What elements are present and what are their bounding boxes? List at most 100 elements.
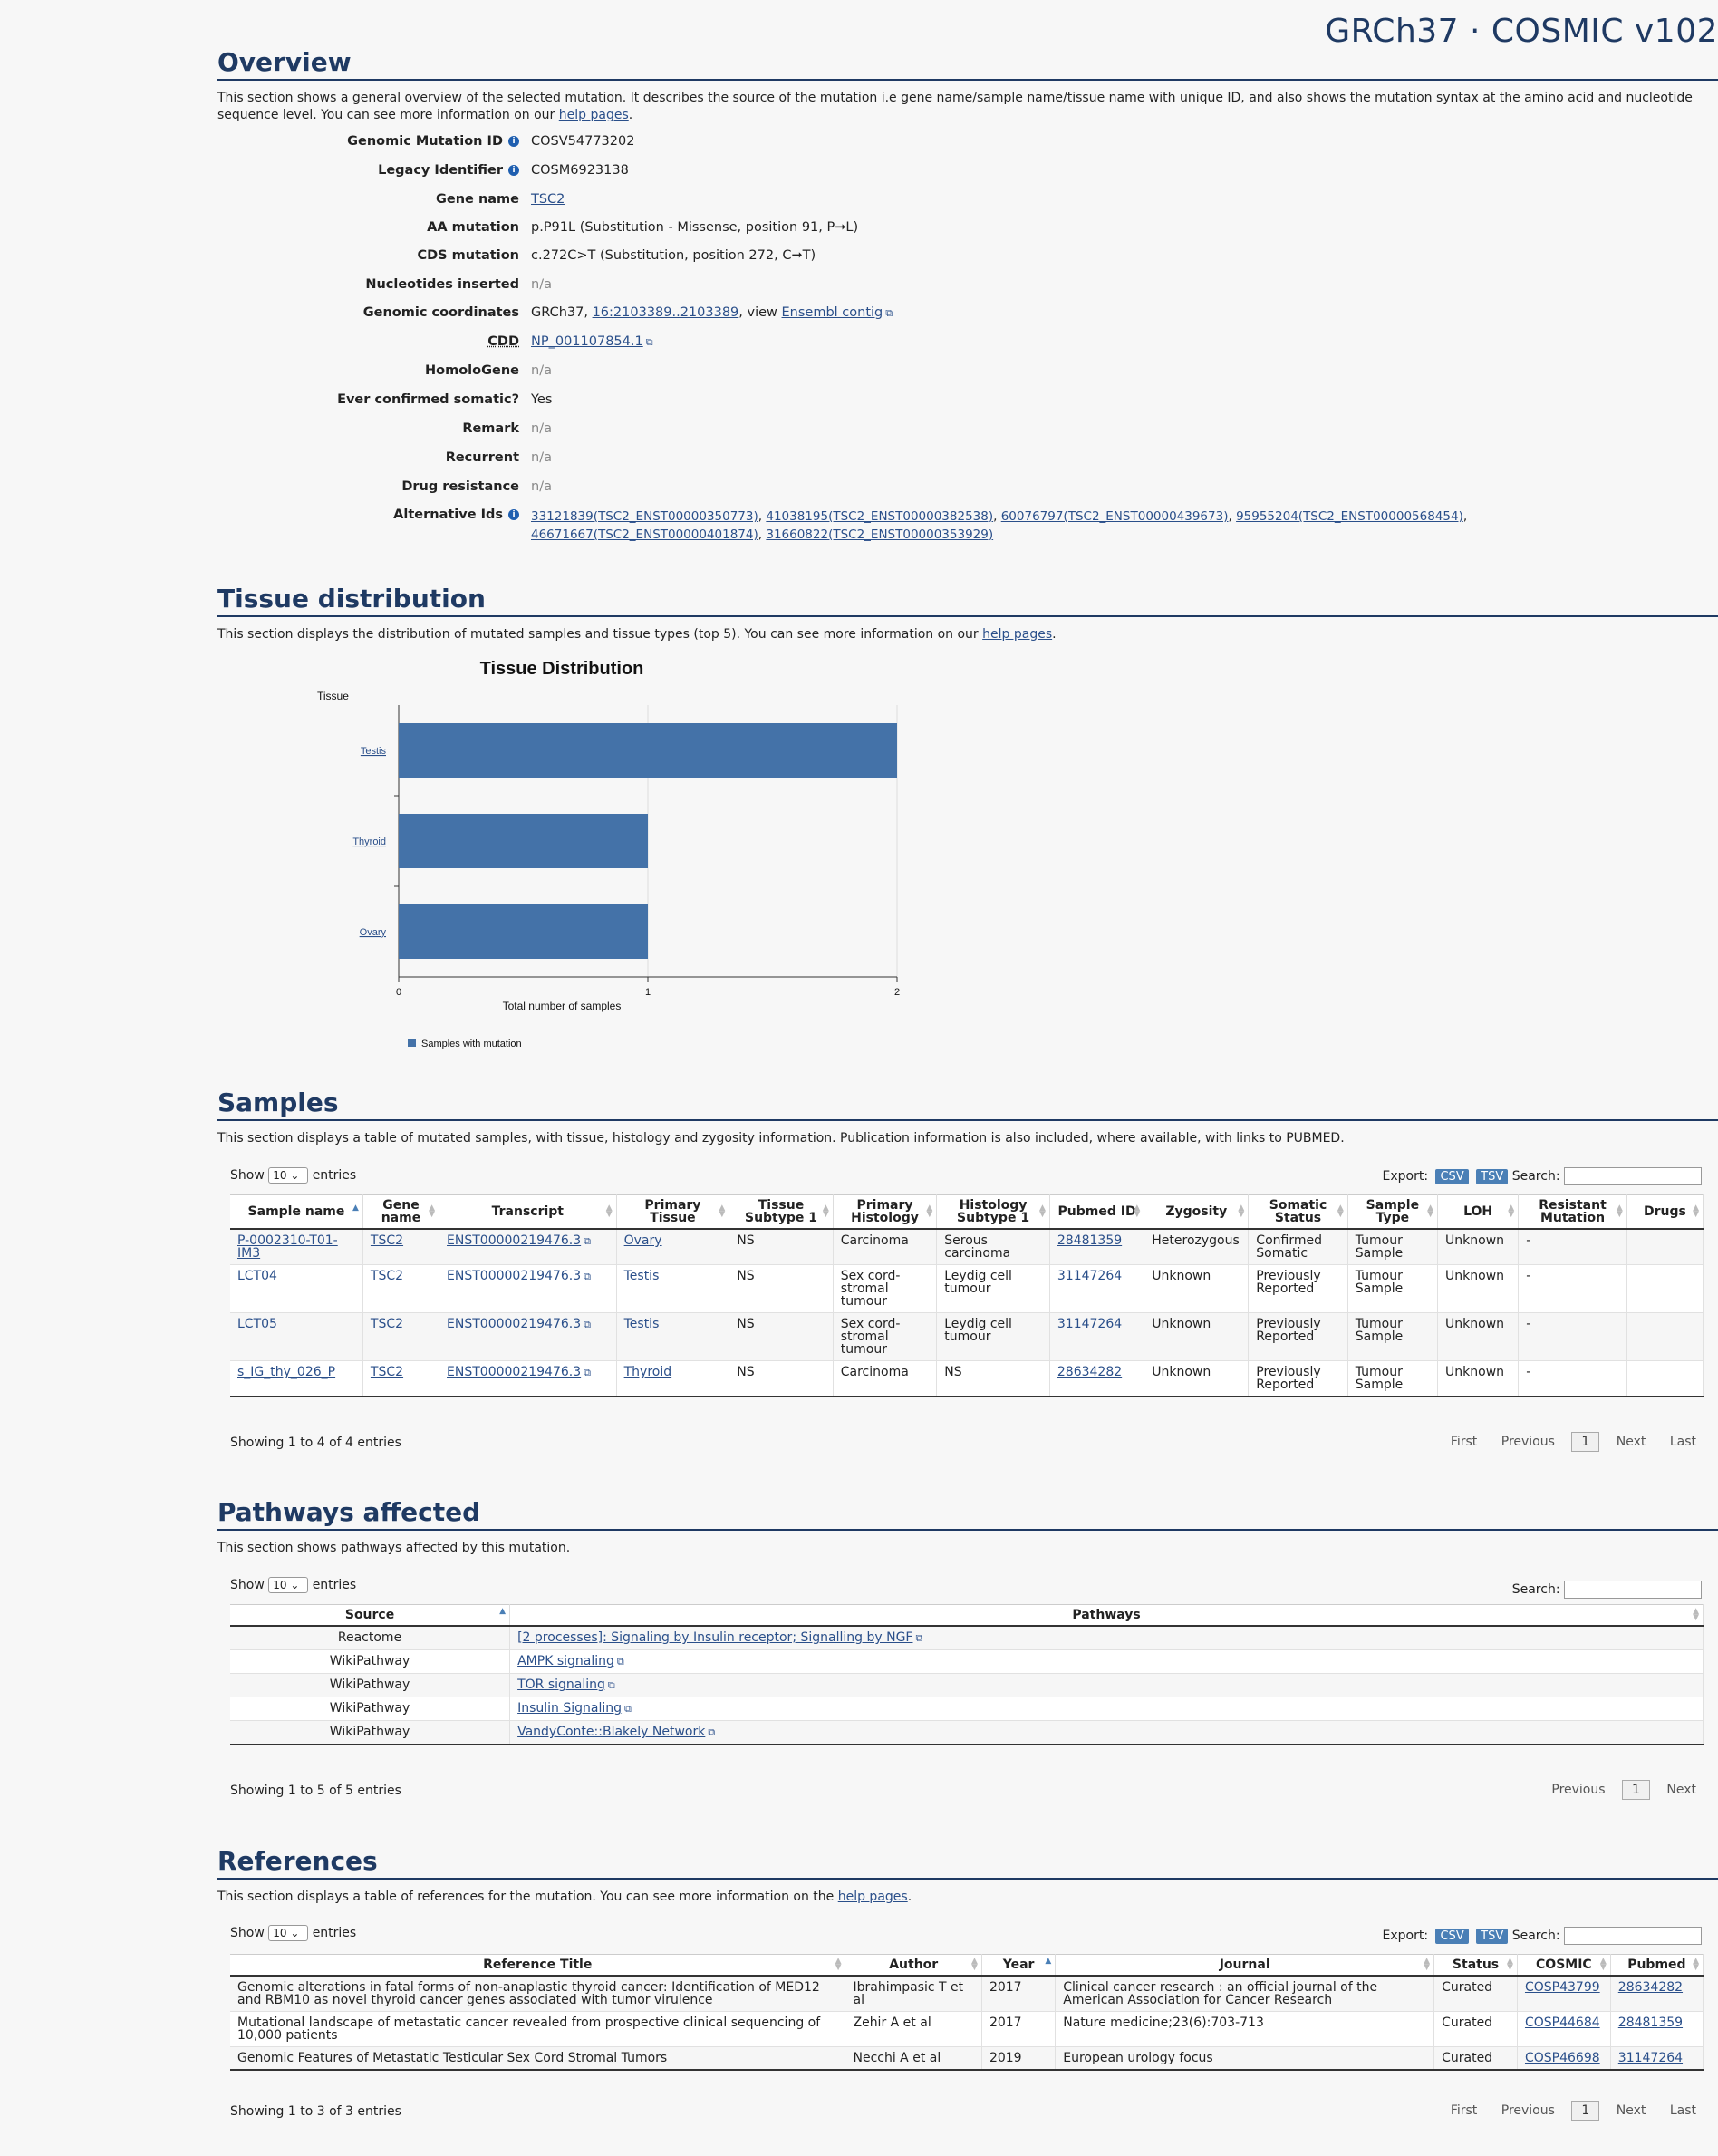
samples-entries-select[interactable]: 10 ⌄ [268,1167,309,1184]
references-entries-select[interactable]: 10 ⌄ [268,1925,309,1941]
column-header[interactable]: Journal ▲ ▼ [1055,1954,1435,1977]
column-header[interactable]: LOH ▲ ▼ [1437,1194,1520,1230]
table-cell: 28634282 [1049,1360,1145,1397]
cell-link[interactable]: 28481359 [1057,1233,1123,1248]
samples-tsv-button[interactable]: TSV [1476,1168,1509,1184]
info-icon[interactable]: i [508,509,519,520]
column-header[interactable]: Zygosity ▲ ▼ [1144,1194,1250,1230]
column-header[interactable]: Reference Title ▲ ▼ [230,1954,846,1977]
cell-link[interactable]: AMPK signaling [517,1654,614,1668]
cell-link[interactable]: Thyroid [623,1365,672,1379]
category-link-ovary[interactable]: Ovary [360,927,387,938]
category-link-testis[interactable]: Testis [361,746,387,757]
column-header[interactable]: Year ▲ [981,1954,1057,1977]
column-header[interactable]: Sample Type ▲ ▼ [1347,1194,1439,1230]
column-header[interactable]: Somatic Status ▲ ▼ [1248,1194,1348,1230]
cell-link[interactable]: COSP46698 [1524,2051,1600,2065]
alternative-id-link[interactable]: 31660822(TSC2_ENST00000353929) [766,527,994,542]
cell-link[interactable]: ENST00000219476.3 [447,1269,582,1283]
cell-link[interactable]: ENST00000219476.3 [447,1317,582,1331]
pathways-search-input[interactable] [1564,1581,1702,1599]
column-header[interactable]: Tissue Subtype 1 ▲ ▼ [729,1194,834,1230]
next-page-button[interactable]: Next [1666,1783,1696,1797]
cell-link[interactable]: P-0002310-T01-IM3 [237,1233,338,1261]
last-page-button[interactable]: Last [1669,1435,1696,1449]
cell-link[interactable]: LCT05 [237,1317,277,1331]
cell-link[interactable]: 28634282 [1057,1365,1123,1379]
first-page-button[interactable]: First [1450,2103,1478,2118]
info-icon[interactable]: i [508,136,519,147]
cell-link[interactable]: [2 processes]: Signaling by Insulin rece… [517,1630,913,1645]
column-header[interactable]: Pubmed ID ▲ ▼ [1049,1194,1145,1230]
tissue-help-link[interactable]: help pages [982,627,1053,642]
next-page-button[interactable]: Next [1616,2103,1646,2118]
alternative-id-link[interactable]: 41038195(TSC2_ENST00000382538) [766,509,994,524]
previous-page-button[interactable]: Previous [1501,1435,1555,1449]
column-header[interactable]: Pathways ▲ ▼ [509,1604,1704,1627]
cell-link[interactable]: Insulin Signaling [517,1701,623,1716]
last-page-button[interactable]: Last [1669,2103,1696,2118]
column-header[interactable]: Resistant Mutation ▲ ▼ [1518,1194,1627,1230]
recurrent-value: n/a [531,450,552,465]
alternative-id-link[interactable]: 95955204(TSC2_ENST00000568454) [1236,509,1463,524]
cell-link[interactable]: Ovary [623,1233,662,1248]
alternative-id-link[interactable]: 46671667(TSC2_ENST00000401874) [531,527,758,542]
cell-link[interactable]: ENST00000219476.3 [447,1233,582,1248]
table-cell: European urology focus [1055,2046,1435,2071]
cell-link[interactable]: s_IG_thy_026_P [237,1365,336,1379]
column-header[interactable]: Histology Subtype 1 ▲ ▼ [936,1194,1050,1230]
cell-link[interactable]: LCT04 [237,1269,277,1283]
pathways-entries-select[interactable]: 10 ⌄ [268,1577,309,1593]
references-csv-button[interactable]: CSV [1435,1928,1469,1944]
current-page-button[interactable]: 1 [1571,1432,1600,1452]
cell-link[interactable]: 31147264 [1617,2051,1684,2065]
cell-link[interactable]: ENST00000219476.3 [447,1365,582,1379]
info-icon[interactable]: i [508,165,519,176]
cell-link[interactable]: COSP44684 [1524,2016,1600,2030]
cell-link[interactable]: Testis [623,1269,660,1283]
previous-page-button[interactable]: Previous [1551,1783,1606,1797]
next-page-button[interactable]: Next [1616,1435,1646,1449]
current-page-button[interactable]: 1 [1622,1780,1650,1800]
genomic-coordinates-link[interactable]: 16:2103389..2103389 [592,305,739,320]
references-tsv-button[interactable]: TSV [1476,1928,1509,1944]
alternative-id-link[interactable]: 60076797(TSC2_ENST00000439673) [1000,509,1229,524]
gene-name-link[interactable]: TSC2 [531,192,565,207]
cell-link[interactable]: TSC2 [370,1233,404,1248]
references-search-input[interactable] [1564,1927,1702,1945]
cdd-link[interactable]: NP_001107854.1 [531,334,643,349]
cell-link[interactable]: TOR signaling [517,1677,605,1692]
samples-csv-button[interactable]: CSV [1435,1168,1469,1184]
cell-link[interactable]: TSC2 [370,1365,404,1379]
cell-link[interactable]: VandyConte::Blakely Network [517,1725,706,1739]
cell-link[interactable]: 28481359 [1617,2016,1684,2030]
cell-link[interactable]: TSC2 [370,1317,404,1331]
references-help-link[interactable]: help pages [837,1890,908,1904]
column-header[interactable]: Sample name ▲ [230,1194,363,1230]
column-header[interactable]: Primary Histology ▲ ▼ [833,1194,938,1230]
bar-testis [399,723,897,778]
column-header[interactable]: Source ▲ [230,1604,511,1627]
column-header[interactable]: Status ▲ ▼ [1433,1954,1518,1977]
overview-help-link[interactable]: help pages [558,108,629,122]
ensembl-contig-link[interactable]: Ensembl contig [781,305,883,320]
column-header[interactable]: Pubmed ▲ ▼ [1610,1954,1704,1977]
first-page-button[interactable]: First [1450,1435,1478,1449]
column-header[interactable]: Transcript ▲ ▼ [439,1194,617,1230]
column-header[interactable]: Primary Tissue ▲ ▼ [616,1194,730,1230]
column-header[interactable]: Drugs ▲ ▼ [1626,1194,1704,1230]
cell-link[interactable]: TSC2 [370,1269,404,1283]
cell-link[interactable]: 31147264 [1057,1269,1123,1283]
cell-link[interactable]: Testis [623,1317,660,1331]
cell-link[interactable]: 31147264 [1057,1317,1123,1331]
category-link-thyroid[interactable]: Thyroid [352,836,386,847]
previous-page-button[interactable]: Previous [1501,2103,1555,2118]
cell-link[interactable]: COSP43799 [1524,1980,1600,1995]
samples-search-input[interactable] [1564,1167,1702,1185]
alternative-id-link[interactable]: 33121839(TSC2_ENST00000350773) [531,509,758,524]
current-page-button[interactable]: 1 [1571,2101,1600,2121]
column-header[interactable]: Author ▲ ▼ [845,1954,982,1977]
column-header[interactable]: Gene name ▲ ▼ [362,1194,440,1230]
cell-link[interactable]: 28634282 [1617,1980,1684,1995]
column-header[interactable]: COSMIC ▲ ▼ [1517,1954,1611,1977]
